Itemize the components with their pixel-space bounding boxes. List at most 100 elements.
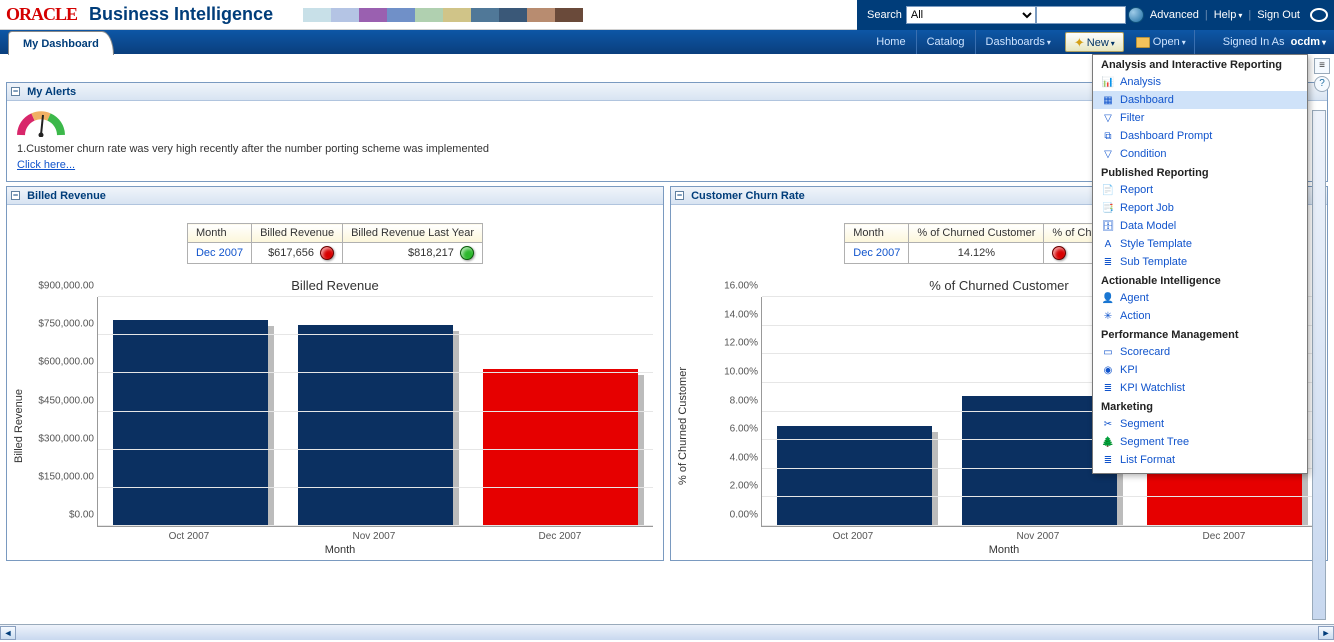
agent-icon: 👤 bbox=[1101, 291, 1115, 305]
menu-item-report-job[interactable]: 📑Report Job bbox=[1093, 199, 1307, 217]
menu-item-label: Sub Template bbox=[1120, 256, 1187, 268]
section-title: Billed Revenue bbox=[27, 190, 106, 202]
x-axis-label: Month bbox=[691, 544, 1317, 556]
chart-title: Billed Revenue bbox=[7, 278, 663, 293]
collapse-toggle[interactable]: − bbox=[11, 87, 20, 96]
nav-open-menu[interactable]: Open▾ bbox=[1128, 36, 1194, 48]
alert-link[interactable]: Click here... bbox=[17, 159, 75, 171]
menu-item-label: Scorecard bbox=[1120, 346, 1170, 358]
search-scope-select[interactable]: All bbox=[906, 6, 1036, 24]
signed-in-as-label: Signed In As ocdm▾ bbox=[1215, 36, 1334, 48]
dashboard-prompt-icon: ⧉ bbox=[1101, 129, 1115, 143]
report-icon: 📄 bbox=[1101, 183, 1115, 197]
nav-dashboards[interactable]: Dashboards▾ bbox=[975, 30, 1061, 54]
menu-item-segment[interactable]: ✂Segment bbox=[1093, 415, 1307, 433]
list-format-icon: ≣ bbox=[1101, 453, 1115, 467]
menu-item-condition[interactable]: ▽ Condition bbox=[1093, 145, 1307, 163]
billed-revenue-chart: $0.00$150,000.00$300,000.00$450,000.00$6… bbox=[27, 297, 653, 556]
power-icon bbox=[1310, 8, 1328, 22]
table-header: Month bbox=[187, 224, 251, 243]
oracle-logo: ORACLE bbox=[0, 4, 85, 25]
menu-item-label: Report bbox=[1120, 184, 1153, 196]
menu-item-agent[interactable]: 👤Agent bbox=[1093, 289, 1307, 307]
month-link[interactable]: Dec 2007 bbox=[853, 247, 900, 259]
y-axis-label: Billed Revenue bbox=[11, 297, 27, 556]
menu-item-label: Filter bbox=[1120, 112, 1144, 124]
data-model-icon: 🗄 bbox=[1101, 219, 1115, 233]
status-dot-red bbox=[1052, 246, 1066, 260]
menu-item-label: Dashboard Prompt bbox=[1120, 130, 1212, 142]
table-header: Month bbox=[845, 224, 909, 243]
menu-item-label: Dashboard bbox=[1120, 94, 1174, 106]
collapse-toggle[interactable]: − bbox=[675, 191, 684, 200]
section-title: My Alerts bbox=[27, 86, 76, 98]
menu-item-list-format[interactable]: ≣List Format bbox=[1093, 451, 1307, 469]
section-billed-revenue: − Billed Revenue Month Billed Revenue Bi… bbox=[6, 186, 664, 561]
status-dot-red bbox=[320, 246, 334, 260]
page-options-icon[interactable]: ≡ bbox=[1314, 58, 1330, 74]
menu-item-kpi-watchlist[interactable]: ≣ KPI Watchlist bbox=[1093, 379, 1307, 397]
menu-item-data-model[interactable]: 🗄 Data Model bbox=[1093, 217, 1307, 235]
kpi-value: $818,217 bbox=[408, 247, 454, 259]
nav-new-button[interactable]: ✦New▾ bbox=[1065, 32, 1124, 52]
x-axis-label: Month bbox=[27, 544, 653, 556]
menu-item-segment-tree[interactable]: 🌲 Segment Tree bbox=[1093, 433, 1307, 451]
menu-item-label: Data Model bbox=[1120, 220, 1176, 232]
menu-item-label: KPI bbox=[1120, 364, 1138, 376]
menu-item-label: Segment Tree bbox=[1120, 436, 1189, 448]
horizontal-scrollbar[interactable]: ◄ ► bbox=[0, 624, 1334, 640]
kpi-table-billed: Month Billed Revenue Billed Revenue Last… bbox=[187, 223, 483, 264]
condition-icon: ▽ bbox=[1101, 147, 1115, 161]
nav-home[interactable]: Home bbox=[866, 30, 915, 54]
collapse-toggle[interactable]: − bbox=[11, 191, 20, 200]
table-header: Billed Revenue bbox=[252, 224, 343, 243]
folder-icon bbox=[1136, 37, 1150, 48]
nav-catalog[interactable]: Catalog bbox=[916, 30, 975, 54]
kpi-watchlist-icon: ≣ bbox=[1101, 381, 1115, 395]
menu-item-analysis[interactable]: 📊Analysis bbox=[1093, 73, 1307, 91]
action-icon: ✳ bbox=[1101, 309, 1115, 323]
table-header: Billed Revenue Last Year bbox=[343, 224, 483, 243]
menu-item-report[interactable]: 📄 Report bbox=[1093, 181, 1307, 199]
new-menu-dropdown: Analysis and Interactive Reporting📊Analy… bbox=[1092, 54, 1308, 474]
signout-link[interactable]: Sign Out bbox=[1257, 9, 1300, 21]
menu-item-label: Condition bbox=[1120, 148, 1166, 160]
advanced-link[interactable]: Advanced bbox=[1150, 9, 1199, 21]
menu-item-filter[interactable]: ▽Filter bbox=[1093, 109, 1307, 127]
search-input[interactable] bbox=[1036, 6, 1126, 24]
menu-item-action[interactable]: ✳Action bbox=[1093, 307, 1307, 325]
dashboard-icon: ▦ bbox=[1101, 93, 1115, 107]
kpi-value: 14.12% bbox=[958, 247, 995, 259]
kpi-icon: ◉ bbox=[1101, 363, 1115, 377]
menu-item-label: Report Job bbox=[1120, 202, 1174, 214]
scroll-left-button[interactable]: ◄ bbox=[0, 626, 16, 640]
menu-item-scorecard[interactable]: ▭ Scorecard bbox=[1093, 343, 1307, 361]
kpi-value: $617,656 bbox=[268, 247, 314, 259]
menu-item-style-template[interactable]: A Style Template bbox=[1093, 235, 1307, 253]
tab-my-dashboard[interactable]: My Dashboard bbox=[8, 31, 114, 55]
segment-icon: ✂ bbox=[1101, 417, 1115, 431]
search-go-button[interactable] bbox=[1128, 7, 1144, 23]
scorecard-icon: ▭ bbox=[1101, 345, 1115, 359]
star-icon: ✦ bbox=[1074, 33, 1085, 53]
menu-item-label: KPI Watchlist bbox=[1120, 382, 1185, 394]
vertical-scrollbar[interactable] bbox=[1312, 110, 1326, 620]
menu-item-dashboard[interactable]: ▦ Dashboard bbox=[1093, 91, 1307, 109]
user-menu[interactable]: ocdm▾ bbox=[1291, 36, 1326, 48]
menu-item-kpi[interactable]: ◉ KPI bbox=[1093, 361, 1307, 379]
scroll-right-button[interactable]: ► bbox=[1318, 626, 1334, 640]
segment-tree-icon: 🌲 bbox=[1101, 435, 1115, 449]
app-title: Business Intelligence bbox=[89, 4, 273, 25]
help-icon[interactable]: ? bbox=[1314, 76, 1330, 92]
style-template-icon: A bbox=[1101, 237, 1115, 251]
menu-item-label: Style Template bbox=[1120, 238, 1192, 250]
menu-item-dashboard-prompt[interactable]: ⧉ Dashboard Prompt bbox=[1093, 127, 1307, 145]
gauge-icon bbox=[17, 109, 65, 135]
help-menu[interactable]: Help▾ bbox=[1214, 9, 1243, 21]
section-title: Customer Churn Rate bbox=[691, 190, 805, 202]
table-header: % of Churned Customer bbox=[909, 224, 1044, 243]
menu-item-sub-template[interactable]: ≣Sub Template bbox=[1093, 253, 1307, 271]
brand-swatches bbox=[303, 8, 583, 22]
month-link[interactable]: Dec 2007 bbox=[196, 247, 243, 259]
status-dot-green bbox=[460, 246, 474, 260]
